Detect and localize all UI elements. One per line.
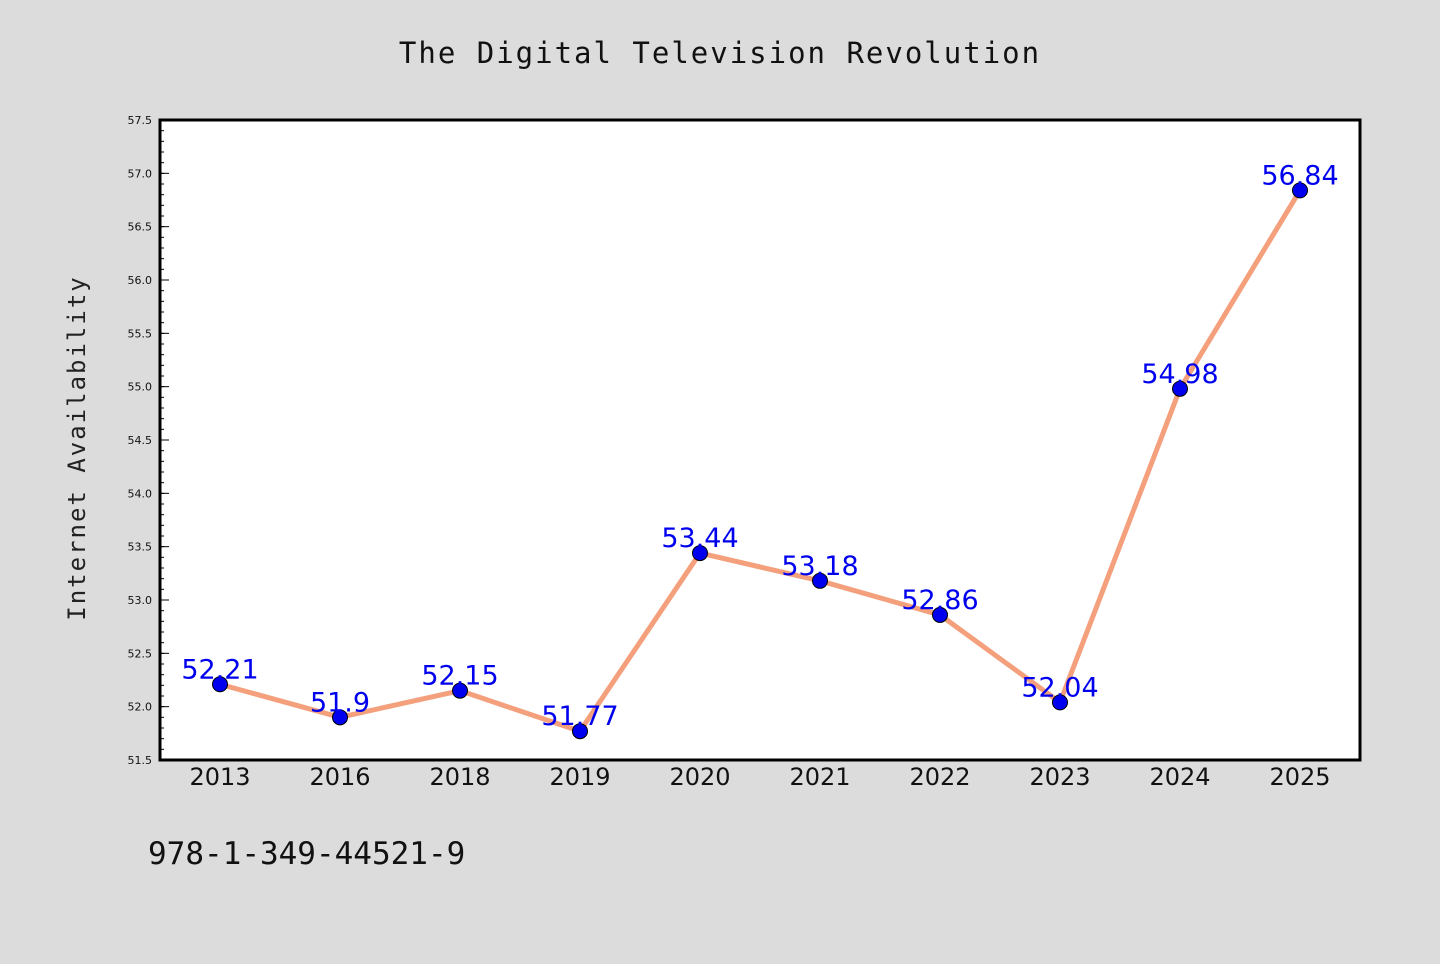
data-point: [812, 572, 828, 589]
x-tick-label: 2025: [1269, 763, 1330, 791]
plot-area: [158, 118, 1362, 762]
data-label: 53.44: [661, 523, 738, 554]
series-layer: 52.21 51.9 52.15 51.77 53.44 53.18 52.86 52.04 5…: [181, 160, 1339, 740]
y-axis-label: Internet Availability: [63, 275, 91, 620]
x-tick-label: 2019: [549, 763, 610, 791]
x-tick-label: 2020: [669, 763, 730, 791]
x-axis: 2013 2016 2018 2019 2020 2021 2022 2023 2024 2025: [189, 763, 1330, 791]
data-point: [692, 545, 708, 562]
series-line: [217, 187, 1303, 734]
y-tick-label: 54.0: [128, 487, 153, 500]
x-tick-label: 2023: [1029, 763, 1090, 791]
y-tick-label: 53.5: [128, 541, 153, 554]
data-label: 52.21: [181, 654, 258, 685]
data-point: [452, 682, 468, 699]
data-point: [1172, 380, 1188, 397]
data-label: 51.9: [310, 687, 370, 718]
chart-title: The Digital Television Revolution: [399, 36, 1041, 70]
data-label: 52.86: [901, 585, 978, 616]
y-tick-label: 55.0: [128, 381, 153, 394]
x-tick-label: 2021: [789, 763, 850, 791]
isbn-footer: 978-1-349-44521-9: [148, 836, 465, 872]
x-tick-label: 2024: [1149, 763, 1210, 791]
data-label: 51.77: [541, 701, 618, 732]
data-label: 54.98: [1141, 359, 1218, 390]
y-tick-label: 57.5: [128, 114, 153, 127]
y-axis: 51.5 52.0 52.5 53.0 53.5 54.0 54.5 55.0 55.5 56.0…: [128, 114, 169, 767]
x-tick-label: 2018: [429, 763, 490, 791]
x-tick-label: 2013: [189, 763, 250, 791]
y-tick-label: 51.5: [128, 754, 153, 767]
data-point: [1292, 182, 1308, 199]
data-label: 52.04: [1021, 672, 1098, 703]
y-tick-label: 55.5: [128, 327, 153, 340]
y-tick-label: 56.0: [128, 274, 153, 287]
y-tick-label: 53.0: [128, 594, 153, 607]
data-point: [572, 723, 588, 740]
x-tick-label: 2016: [309, 763, 370, 791]
x-tick-label: 2022: [909, 763, 970, 791]
data-label: 52.15: [421, 661, 498, 692]
y-tick-label: 56.5: [128, 221, 153, 234]
data-point: [212, 676, 228, 693]
y-tick-label: 52.5: [128, 647, 153, 660]
data-point: [1052, 694, 1068, 711]
y-tick-label: 57.0: [128, 167, 153, 180]
data-label: 53.18: [781, 551, 858, 582]
y-tick-label: 54.5: [128, 434, 153, 447]
data-point: [932, 606, 948, 623]
data-point: [332, 709, 348, 726]
data-label: 56.84: [1261, 160, 1338, 191]
y-tick-label: 52.0: [128, 701, 153, 714]
